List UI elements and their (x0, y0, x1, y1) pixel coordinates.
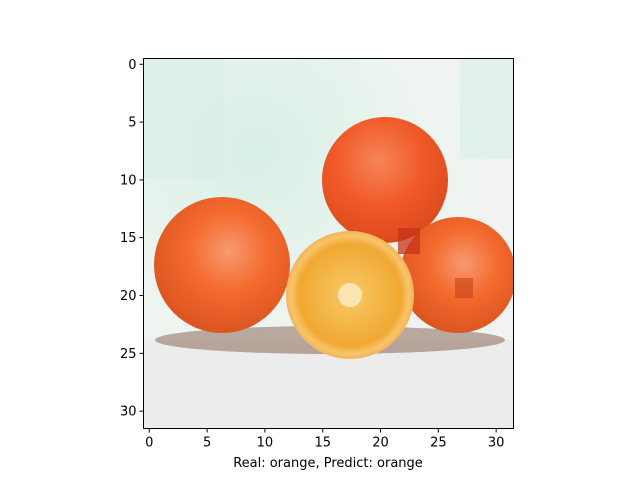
y-tick-label: 30 (120, 405, 137, 420)
x-axis-ticks: 0 5 10 15 20 25 30 (145, 428, 505, 451)
x-tick-label: 20 (372, 436, 389, 451)
y-tick-label: 25 (120, 347, 137, 362)
orange-navel (455, 278, 473, 298)
y-axis-ticks: 0 5 10 15 20 25 30 (120, 58, 144, 420)
axes-frame (143, 58, 514, 429)
x-tick-label: 0 (145, 436, 153, 451)
photo-thumbnail (143, 58, 514, 429)
y-tick-label: 5 (128, 116, 136, 131)
y-tick-label: 15 (120, 231, 137, 246)
x-tick-label: 5 (203, 436, 211, 451)
x-tick-label: 25 (430, 436, 447, 451)
y-tick-label: 0 (128, 58, 136, 73)
orange-slice-center (338, 283, 362, 307)
orange-right (400, 217, 514, 333)
orange-left (154, 197, 290, 333)
y-tick-label: 10 (120, 173, 137, 188)
x-tick-label: 10 (257, 436, 274, 451)
orange-dark-patch (398, 228, 420, 254)
x-tick-label: 15 (314, 436, 331, 451)
x-tick-label: 30 (488, 436, 505, 451)
orange-top (322, 117, 448, 243)
y-tick-label: 20 (120, 289, 137, 304)
x-axis-label: Real: orange, Predict: orange (233, 456, 423, 471)
photo-mint-patch-right (460, 58, 514, 159)
photo-mint-patch (143, 58, 224, 179)
